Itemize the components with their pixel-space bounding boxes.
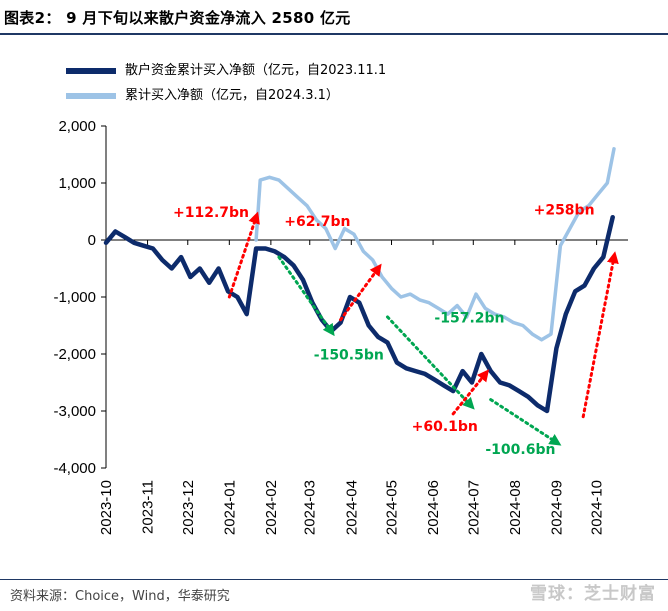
legend-swatch-retail: [66, 68, 116, 74]
y-tick-label: 2,000: [58, 118, 96, 135]
x-tick-label: 2024-06: [425, 480, 442, 535]
annotation-arrow: [227, 211, 260, 299]
y-tick-label: -3,000: [53, 403, 96, 420]
series-line-retail: [103, 214, 615, 414]
x-tick-label: 2024-07: [465, 480, 482, 535]
y-tick-label: -1,000: [53, 289, 96, 306]
watermark: 雪球：芝士财富: [530, 584, 656, 604]
x-tick-label: 2024-08: [507, 480, 524, 535]
x-tick-label: 2024-09: [548, 480, 565, 535]
x-tick-label: 2023-11: [140, 480, 157, 534]
x-tick-label: 2024-03: [302, 480, 319, 535]
x-tick-label: 2023-10: [98, 480, 115, 535]
annotation-label: -157.2bn: [434, 311, 504, 327]
annotation-arrow: [451, 369, 490, 416]
x-tick-label: 2024-04: [343, 480, 360, 535]
y-tick-label: 1,000: [58, 175, 96, 192]
figure-title: 图表2： 9 月下旬以来散户资金净流入 2580 亿元: [4, 9, 351, 27]
bottom-rule: [0, 579, 668, 580]
annotation-arrow: [339, 263, 382, 322]
y-tick-label: -4,000: [53, 460, 96, 477]
x-tick-label: 2024-05: [384, 480, 401, 535]
x-tick-label: 2024-01: [221, 480, 238, 535]
y-tick-label: -2,000: [53, 346, 96, 363]
annotation-arrow: [489, 398, 562, 446]
annotation-label: +60.1bn: [412, 419, 478, 435]
annotation-label: -150.5bn: [314, 348, 384, 364]
annotation-label: +112.7bn: [173, 205, 249, 221]
annotation-label: -100.6bn: [485, 442, 555, 458]
legend-label-cumulative: 累计买入净额（亿元，自2024.3.1）: [125, 88, 339, 103]
y-tick-label: 0: [88, 232, 96, 249]
annotation-arrow: [385, 315, 475, 410]
annotation-label: +62.7bn: [284, 214, 350, 230]
title-rule: [0, 33, 668, 35]
series-line-cumulative: [254, 147, 616, 342]
annotation-arrow: [277, 255, 335, 337]
x-tick-label: 2024-10: [589, 480, 606, 535]
annotation-label: +258bn: [534, 202, 595, 218]
x-tick-label: 2023-12: [180, 480, 197, 535]
legend-label-retail: 散户资金累计买入净额（亿元，自2023.11.1: [125, 63, 387, 78]
x-tick-label: 2024-02: [263, 480, 280, 535]
source-note: 资料来源：Choice，Wind，华泰研究: [10, 589, 230, 604]
annotation-arrow: [581, 251, 619, 419]
legend-swatch-cumulative: [66, 93, 116, 99]
